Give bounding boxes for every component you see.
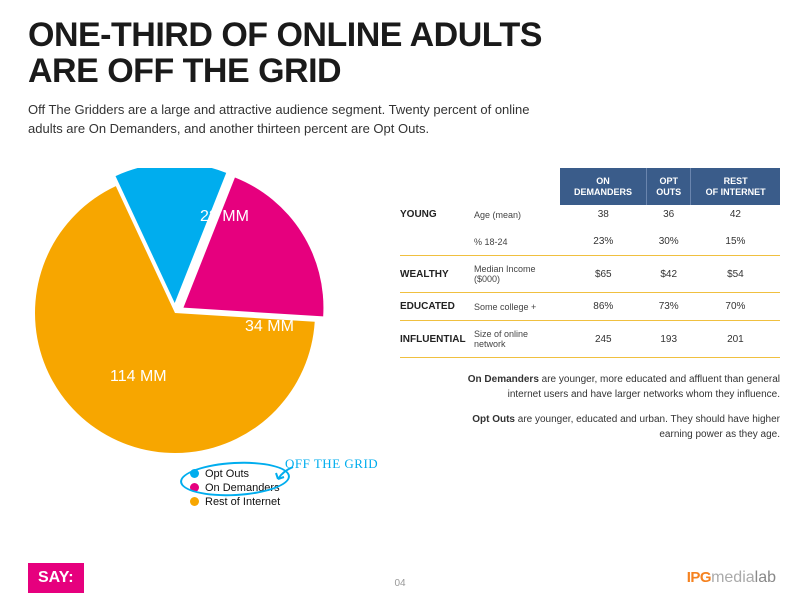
legend-item: Rest of Internet [190, 496, 280, 508]
subtitle-text: Off The Gridders are a large and attract… [0, 89, 600, 137]
table-cell: $54 [691, 256, 780, 293]
table-row: EDUCATEDSome college +86%73%70% [400, 293, 780, 321]
title-line-2: ARE OFF THE GRID [28, 52, 341, 90]
table-cell: 30% [647, 228, 691, 256]
table-row: INFLUENTIALSize of online network2451932… [400, 321, 780, 358]
table-cell: 201 [691, 321, 780, 358]
row-category [400, 228, 470, 256]
note-bold: Opt Outs [472, 414, 515, 425]
row-category: WEALTHY [400, 256, 470, 293]
table-header-cell [470, 168, 560, 206]
row-metric: Size of online network [470, 321, 560, 358]
annotation-label: OFF THE GRID [285, 456, 378, 472]
page-number: 04 [394, 578, 405, 589]
note-bold: On Demanders [468, 374, 539, 385]
table-header-cell: ONDEMANDERS [560, 168, 647, 206]
table-cell: 38 [560, 205, 647, 228]
table-cell: 193 [647, 321, 691, 358]
content-row: 22 MM 34 MM 114 MM Opt Outs On Demanders Res… [0, 138, 800, 538]
table-cell: 42 [691, 205, 780, 228]
note-on-demanders: On Demanders are younger, more educated … [460, 372, 780, 402]
pie-slice-label: 34 MM [245, 318, 294, 336]
legend-color-dot [190, 497, 199, 506]
page-title: ONE-THIRD OF ONLINE ADULTS ARE OFF THE G… [0, 0, 800, 89]
table-cell: $65 [560, 256, 647, 293]
table-cell: 245 [560, 321, 647, 358]
pie-slice-label: 22 MM [200, 208, 249, 226]
table-row: WEALTHYMedian Income ($000)$65$42$54 [400, 256, 780, 293]
table-cell: 70% [691, 293, 780, 321]
table-cell: 86% [560, 293, 647, 321]
pie-chart-area: 22 MM34 MM114 MM Opt OutsOn DemandersRes… [20, 158, 380, 538]
table-header-cell [400, 168, 470, 206]
note-text: are younger, educated and urban. They sh… [515, 414, 780, 440]
row-metric: Median Income ($000) [470, 256, 560, 293]
title-line-1: ONE-THIRD OF ONLINE ADULTS [28, 16, 542, 54]
table-cell: 73% [647, 293, 691, 321]
ipg-text: IPG [687, 569, 711, 586]
table-cell: $42 [647, 256, 691, 293]
table-header-cell: RESTOF INTERNET [691, 168, 780, 206]
row-metric: Some college + [470, 293, 560, 321]
row-metric: Age (mean) [470, 205, 560, 228]
row-category: INFLUENTIAL [400, 321, 470, 358]
note-opt-outs: Opt Outs are younger, educated and urban… [460, 412, 780, 442]
pie-slice-label: 114 MM [110, 368, 167, 386]
lab-text: lab [755, 569, 776, 586]
note-text: are younger, more educated and affluent … [508, 374, 780, 400]
demographics-table: ONDEMANDERSOPTOUTSRESTOF INTERNET YOUNGA… [400, 168, 780, 359]
table-header-cell: OPTOUTS [647, 168, 691, 206]
table-cell: 36 [647, 205, 691, 228]
table-cell: 15% [691, 228, 780, 256]
row-category: EDUCATED [400, 293, 470, 321]
media-text: media [711, 569, 755, 586]
say-logo-badge: SAY: [28, 563, 84, 593]
row-metric: % 18-24 [470, 228, 560, 256]
row-category: YOUNG [400, 205, 470, 228]
footer: SAY: 04 IPGmedialab [0, 553, 800, 593]
legend-label: Rest of Internet [205, 496, 280, 508]
table-row: YOUNGAge (mean)383642 [400, 205, 780, 228]
table-cell: 23% [560, 228, 647, 256]
ipg-medialab-logo: IPGmedialab [687, 569, 776, 587]
table-row: % 18-2423%30%15% [400, 228, 780, 256]
notes-block: On Demanders are younger, more educated … [400, 358, 780, 442]
table-area: ONDEMANDERSOPTOUTSRESTOF INTERNET YOUNGA… [400, 158, 780, 538]
